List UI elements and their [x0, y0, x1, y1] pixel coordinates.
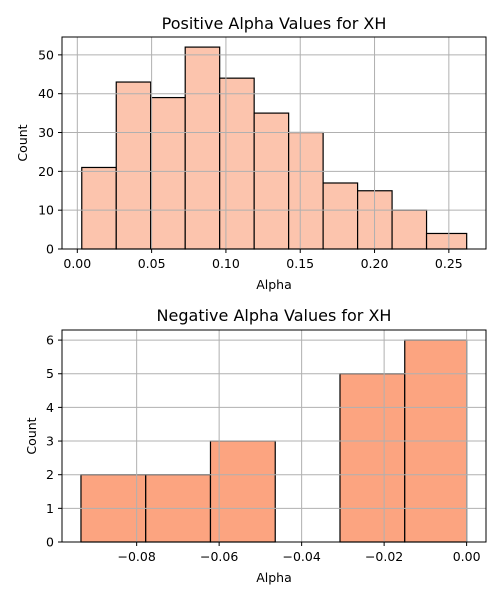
positive-bar: [253, 112, 290, 250]
negative-plot-frame: [61, 329, 487, 543]
x-tick-label: 0.00: [63, 256, 91, 271]
x-tick-label: −0.04: [282, 549, 320, 564]
y-tick-label: 5: [46, 366, 54, 381]
negative-grid: [62, 330, 486, 543]
positive-plot-frame: [61, 36, 487, 250]
y-tick-label: 0: [46, 535, 54, 550]
x-tick-label: 0.10: [212, 256, 240, 271]
negative-y-axis-label: Count: [24, 417, 39, 454]
negative-x-axis-label: Alpha: [256, 570, 292, 585]
positive-bar: [184, 46, 221, 250]
y-tick-label: 30: [38, 125, 54, 140]
positive-bar: [425, 232, 468, 250]
x-tick-label: −0.08: [117, 549, 155, 564]
y-tick-label: 10: [38, 203, 54, 218]
positive-bar: [322, 182, 359, 250]
x-tick-label: −0.06: [200, 549, 238, 564]
positive-bar: [81, 166, 117, 250]
y-tick-label: 20: [38, 164, 54, 179]
x-tick-label: 0.20: [361, 256, 389, 271]
positive-bar: [115, 81, 152, 250]
positive-bar: [219, 77, 255, 250]
positive-x-axis-label: Alpha: [256, 277, 292, 292]
y-tick-label: 3: [46, 434, 54, 449]
y-tick-label: 6: [46, 333, 54, 348]
y-tick-label: 1: [46, 501, 54, 516]
y-tick-label: 2: [46, 467, 54, 482]
x-tick-label: 0.05: [138, 256, 166, 271]
y-tick-label: 0: [46, 242, 54, 257]
x-tick-label: 0.00: [453, 549, 481, 564]
positive-bar: [288, 131, 324, 250]
negative-alpha-histogram: −0.08 −0.06 −0.04 −0.02 0.00 0 1 2 3 4 5 6 Negative …: [24, 306, 487, 585]
x-tick-label: 0.25: [435, 256, 463, 271]
positive-bar: [391, 209, 428, 250]
positive-bars: [81, 46, 468, 250]
y-tick-label: 4: [46, 400, 54, 415]
x-tick-label: −0.02: [365, 549, 403, 564]
positive-bar: [150, 96, 186, 250]
y-tick-label: 50: [38, 47, 54, 62]
negative-bar: [209, 440, 276, 543]
x-tick-label: 0.15: [286, 256, 314, 271]
positive-y-axis-label: Count: [15, 124, 30, 161]
y-tick-label: 40: [38, 86, 54, 101]
negative-chart-title: Negative Alpha Values for XH: [157, 306, 392, 325]
positive-chart-title: Positive Alpha Values for XH: [162, 14, 387, 33]
negative-bar: [339, 373, 406, 543]
positive-alpha-histogram: 0.00 0.05 0.10 0.15 0.20 0.25 0 10 20 30 40 50 Posit…: [15, 14, 487, 292]
